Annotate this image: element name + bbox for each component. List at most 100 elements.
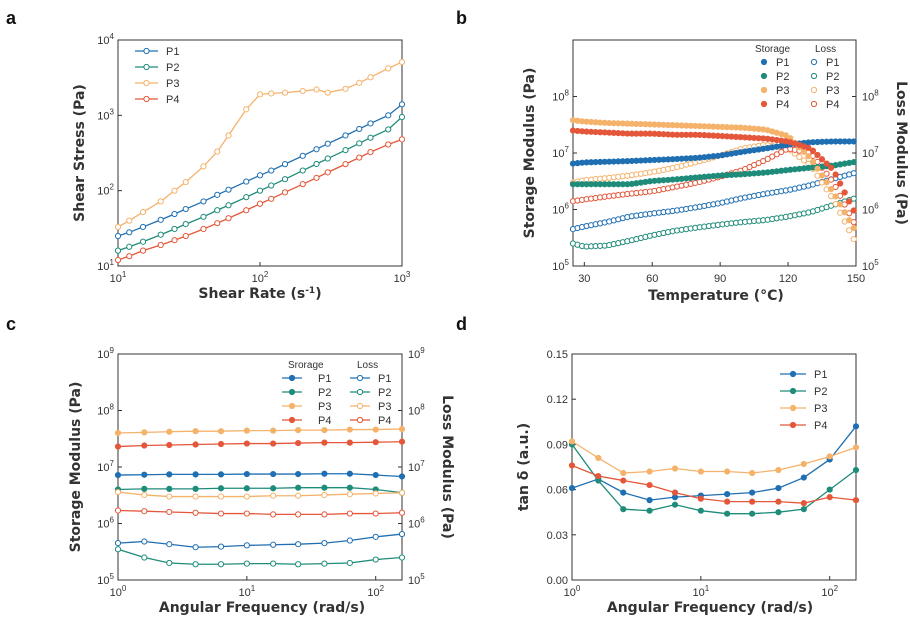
loss-point-P2 (192, 561, 199, 568)
storage-point-P1 (192, 471, 199, 478)
x-axis-title: Angular Frequency (rad/s) (607, 600, 813, 616)
storage-point-P4 (814, 151, 821, 159)
data-point-P4 (826, 494, 833, 501)
storage-point-P4 (841, 189, 848, 196)
loss-point-P2 (372, 556, 379, 563)
storage-point-P1 (850, 138, 857, 145)
y-tick-label: 0.06 (547, 485, 568, 497)
legend-label-storage-P1: P1 (776, 57, 789, 69)
y-tick-label-right: 105 (408, 572, 425, 587)
x-tick-label: 30 (578, 273, 590, 285)
storage-point-P4 (805, 144, 812, 151)
loss-point-P2 (850, 195, 857, 202)
data-point-P3 (826, 453, 833, 460)
data-point-P2 (256, 187, 264, 194)
storage-point-P2 (295, 484, 302, 491)
loss-point-P2 (243, 560, 250, 567)
y-tick-label-left: 105 (97, 572, 114, 587)
legend-marker-P2 (143, 63, 150, 71)
legend-marker-P4 (143, 95, 150, 103)
data-point-P1 (256, 172, 264, 179)
data-point-P1 (171, 210, 178, 218)
loss-point-P3 (800, 157, 808, 164)
data-point-P3 (595, 454, 602, 462)
data-point-P3 (139, 208, 147, 216)
x-axis-title: Shear Rate (s-1) (198, 286, 321, 302)
storage-line-P1 (117, 473, 403, 478)
data-point-P1 (214, 191, 221, 198)
data-point-P1 (139, 223, 147, 231)
storage-point-P4 (217, 440, 225, 448)
loss-point-P3 (796, 153, 803, 161)
data-point-P4 (157, 241, 164, 249)
loss-line-P4 (117, 509, 403, 516)
data-point-P4 (114, 256, 122, 264)
data-point-P2 (826, 486, 833, 493)
storage-point-P3 (827, 185, 835, 193)
y-tick-label: 0.12 (547, 394, 568, 406)
loss-point-P2 (166, 559, 173, 567)
chart-panel-a: 101 102 103 101 102 103 104 Shear Rate (s-1) She… (72, 32, 411, 302)
data-point-P4 (342, 161, 349, 168)
storage-point-P3 (832, 193, 839, 200)
legend-label-storage-P2: P2 (318, 387, 331, 399)
data-point-P2 (367, 134, 374, 141)
data-point-P4 (852, 497, 860, 504)
loss-point-P1 (192, 544, 199, 551)
data-point-P4 (775, 498, 782, 505)
data-point-P3 (214, 148, 221, 155)
storage-point-P4 (141, 442, 148, 449)
data-point-P3 (385, 65, 392, 72)
loss-point-P4 (141, 508, 148, 515)
data-point-P1 (126, 229, 133, 236)
data-point-P4 (268, 195, 275, 202)
y-axis-title-right: Loss Modulus (Pa) (893, 81, 909, 225)
storage-point-P4 (818, 156, 826, 163)
data-point-P2 (126, 243, 133, 250)
loss-point-P2 (270, 560, 277, 567)
legend-label-storage-P3: P3 (776, 85, 789, 97)
data-point-P3 (268, 90, 275, 97)
storage-point-P2 (321, 484, 328, 491)
y-tick-label-right: 107 (408, 459, 425, 474)
data-point-P4 (385, 141, 392, 148)
data-point-P3 (398, 58, 406, 66)
legend-marker-loss-P1 (810, 58, 818, 66)
loss-point-P3 (372, 490, 379, 497)
data-point-P4 (749, 498, 756, 505)
y-tick-label: 0.09 (547, 439, 568, 451)
data-point-P1 (114, 232, 122, 240)
legend-header-storage: Srorage (288, 360, 324, 371)
loss-point-P3 (270, 492, 277, 499)
storage-point-P3 (192, 428, 199, 435)
loss-point-P3 (321, 491, 328, 499)
data-point-P2 (342, 147, 349, 154)
legend-marker-storage-P2 (288, 388, 296, 396)
storage-point-P3 (372, 426, 379, 433)
legend-label-P1: P1 (166, 46, 179, 58)
data-point-P2 (775, 509, 782, 516)
storage-point-P4 (832, 171, 839, 178)
data-point-P3 (775, 466, 782, 474)
data-point-P4 (724, 498, 731, 505)
y-tick-label-right: 105 (862, 258, 879, 273)
legend-marker-loss-P2 (810, 72, 818, 80)
storage-point-P3 (782, 132, 789, 139)
data-point-P3 (157, 198, 164, 205)
data-point-P2 (214, 207, 221, 214)
storage-point-P4 (243, 440, 250, 447)
data-point-P3 (620, 469, 627, 477)
loss-point-P1 (114, 539, 122, 547)
legend-label-storage-P2: P2 (776, 71, 789, 83)
legend-marker-loss-P3 (356, 402, 364, 410)
storage-point-P4 (346, 439, 353, 446)
data-point-P2 (356, 140, 363, 147)
legend-label-P4: P4 (166, 94, 179, 106)
loss-point-P4 (827, 176, 835, 183)
data-point-P4 (139, 247, 147, 254)
y-tick-label: 101 (97, 258, 114, 273)
legend-marker-P1 (789, 370, 797, 378)
loss-line-P2 (117, 548, 403, 565)
panel-label-a: a (6, 8, 17, 28)
storage-point-P3 (814, 165, 821, 172)
